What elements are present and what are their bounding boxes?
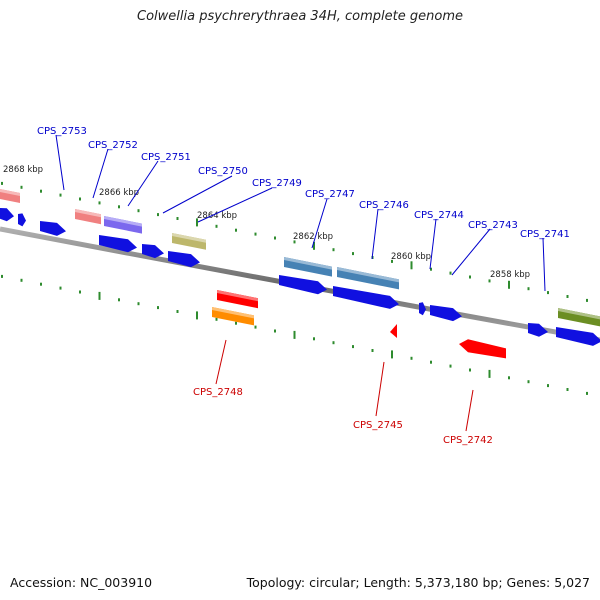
gene-box-CPS_2747-highlight [284,257,332,270]
cds-arrow [99,235,137,253]
gene-box-CPS_2746-highlight [337,267,399,283]
gene-box-CPS_2748-highlight [212,307,254,319]
cds-arrow [18,213,26,227]
gene-box-CPS_2751-highlight [104,216,142,227]
cds-arrow [556,327,600,346]
gene-box-CPS_2752-highlight [75,209,101,218]
scale-label: 2858 kbp [490,270,530,280]
gene-label-CPS_2753: CPS_2753 [37,126,87,137]
gene-label-CPS_2744: CPS_2744 [414,210,464,221]
cds-arrow [528,323,548,337]
leader-line [127,160,159,207]
tick-marks [1,181,588,395]
scale-label: 2862 kbp [293,232,333,242]
accession-text: Accession: NC_003910 [10,575,153,590]
cds-arrow [0,208,14,222]
scale-label: 2860 kbp [391,252,431,262]
gene-label-CPS_2751: CPS_2751 [141,152,191,163]
leader-line [451,228,491,276]
gene-label-CPS_2750: CPS_2750 [198,166,248,177]
scale-label: 2866 kbp [99,188,139,198]
leader-line [371,208,379,260]
scale-labels: 2868 kbp 2866 kbp 2864 kbp 2862 kbp 2860 kbp… [3,165,530,280]
leader-line [55,134,65,191]
gene-label-CPS_2742: CPS_2742 [443,435,493,446]
cds-arrow [40,221,66,236]
cds-arrow [168,251,200,268]
leader-line [375,361,385,417]
gene-box-CPS_2753-highlight [0,189,20,196]
gene-box-CPS_2741-highlight [558,308,600,320]
gene-label-CPS_2752: CPS_2752 [88,140,138,151]
gene-label-CPS_2743: CPS_2743 [468,220,518,231]
gene-label-CPS_2749: CPS_2749 [252,178,302,189]
map-title: Colwellia psychrerythraea 34H, complete … [137,9,463,24]
scale-label: 2868 kbp [3,165,43,175]
gene-label-CPS_2741: CPS_2741 [520,229,570,240]
gene-label-CPS_2747: CPS_2747 [305,189,355,200]
gene-box-reverse-highlight [217,290,258,302]
leader-line [465,389,474,432]
gene-arrow-CPS_2745 [390,324,397,338]
cds-arrow [279,275,327,295]
scale-label: 2864 kbp [197,211,237,221]
leader-line [311,198,328,249]
leader-line [92,148,109,199]
leader-line [162,175,233,214]
cds-arrow [419,302,426,316]
cds-arrow [142,244,164,259]
topology-text: Topology: circular; Length: 5,373,180 bp… [246,575,590,590]
leader-line [215,339,227,385]
leader-line [429,218,437,270]
gene-label-CPS_2745: CPS_2745 [353,420,403,431]
cds-arrow [333,286,399,309]
cds-arrow [430,305,462,322]
gene-box-CPS_2750-highlight [172,233,206,243]
gene-label-CPS_2746: CPS_2746 [359,200,409,211]
gene-arrow-CPS_2742 [459,339,506,359]
leader-line [542,237,546,292]
leader-line [197,187,273,223]
features [0,189,600,359]
gene-label-CPS_2748: CPS_2748 [193,387,243,398]
